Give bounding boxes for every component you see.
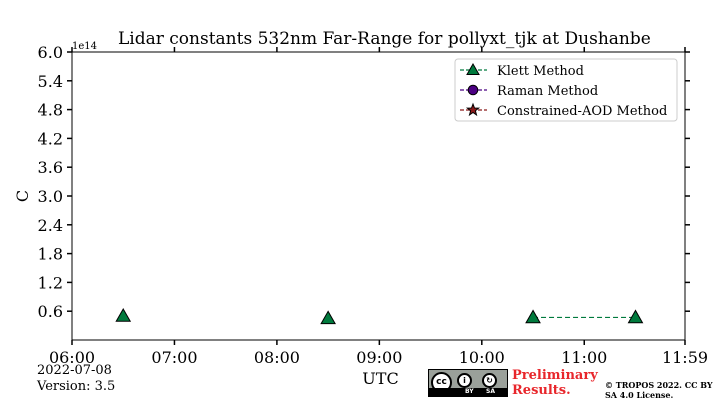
legend-marker-2 [467,84,479,96]
x-tick-label: 08:00 [254,348,300,367]
badge-by-label: BY [465,388,474,395]
date-label: 2022-07-08 [37,363,112,378]
y-axis-label: C [13,190,32,202]
cc-license-badge[interactable]: cc i ↻ BY SA [428,369,508,397]
x-tick-label: 11:59 [662,348,708,367]
x-tick-label: 06:00 [49,348,95,367]
legend-label-2: Raman Method [497,84,598,99]
legend-marker-3 [465,102,481,117]
y-tick-label: 1.2 [38,273,63,292]
x-axis-label: UTC [362,369,398,388]
share-alike-icon: ↻ [482,373,497,388]
legend-label-1: Klett Method [497,64,584,79]
cc-icon: cc [431,372,452,393]
y-tick-label: 1.8 [38,245,63,264]
data-point-1-2 [320,310,336,325]
y-multiplier-label: 1e14 [72,41,97,52]
preliminary-notice: Preliminary Results. [512,368,598,398]
chart-title: Lidar constants 532nm Far-Range for poll… [118,29,651,49]
copyright-notice: © TROPOS 2022. CC BY SA 4.0 License. [605,380,713,400]
y-tick-label: 5.4 [38,72,63,91]
data-point-1-1 [115,307,132,322]
x-tick-label: 11:00 [561,348,607,367]
x-tick-label: 09:00 [356,348,402,367]
badge-sa-label: SA [486,388,495,395]
y-tick-label: 4.8 [38,101,63,120]
y-tick-label: 6.0 [38,43,63,62]
legend-box [454,58,678,122]
attribution-icon: i [457,373,472,388]
legend-label-3: Constrained-AOD Method [497,104,667,119]
legend-marker-1 [466,62,480,75]
data-point-1-3 [525,309,541,324]
y-tick-label: 0.6 [38,302,63,321]
x-tick-label: 07:00 [151,348,197,367]
y-tick-label: 3.0 [38,187,63,206]
y-tick-label: 4.2 [38,129,63,148]
y-tick-label: 2.4 [38,216,63,235]
version-label: Version: 3.5 [37,379,116,394]
data-point-1-4 [627,309,644,324]
x-tick-label: 10:00 [459,348,505,367]
y-tick-label: 3.6 [38,158,63,177]
badge-strip: BY SA [429,388,507,396]
